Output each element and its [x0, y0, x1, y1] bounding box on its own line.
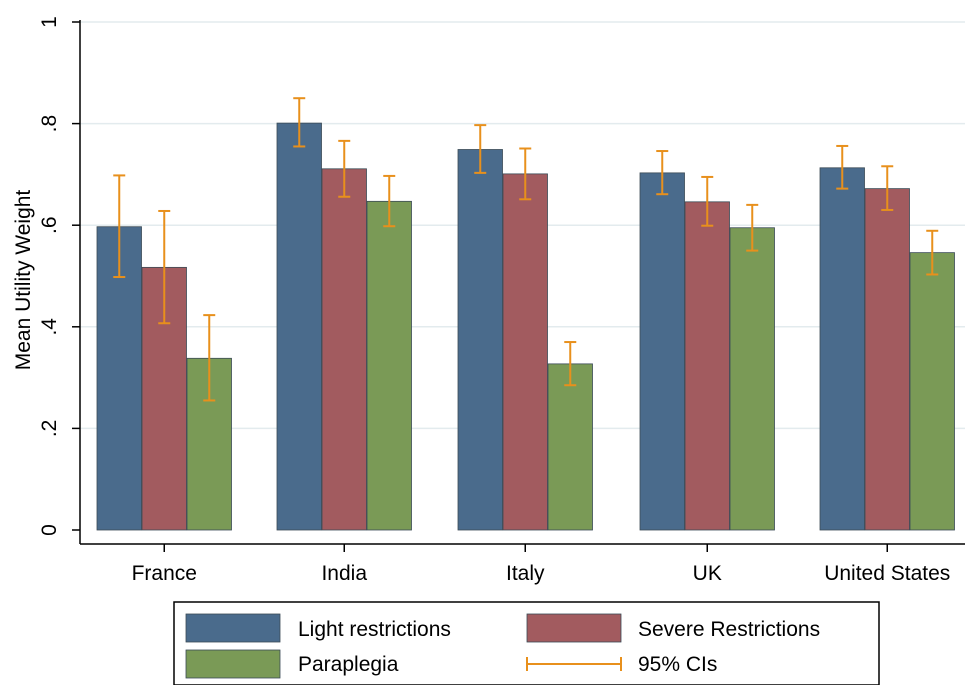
bar: [366, 200, 412, 531]
x-tick-label: UK: [693, 562, 722, 585]
error-bar: [564, 341, 577, 387]
y-tick-label: .4: [38, 318, 61, 336]
legend-swatch-paraplegia: [185, 649, 281, 679]
legend-swatch-light: [185, 613, 281, 643]
bar: [502, 173, 548, 531]
error-bar: [836, 144, 849, 190]
error-bar: [926, 229, 939, 276]
error-bar: [293, 97, 306, 148]
legend-swatch-severe: [526, 613, 622, 643]
legend-label: 95% CIs: [638, 653, 717, 676]
error-bar: [158, 209, 171, 325]
bar: [909, 252, 955, 531]
error-bar: [519, 147, 532, 201]
y-tick-label: 0: [38, 524, 61, 536]
bar: [684, 201, 730, 531]
legend: Light restrictions Severe Restrictions Par…: [173, 601, 880, 685]
error-bar: [656, 150, 669, 196]
bar: [729, 227, 775, 531]
bar: [547, 363, 593, 531]
bar: [819, 167, 865, 531]
bars: [96, 122, 955, 531]
error-bar: [203, 314, 216, 402]
bar: [864, 188, 910, 531]
y-tick-label: .2: [38, 420, 61, 438]
error-bar: [113, 174, 126, 279]
x-tick-label: France: [132, 562, 197, 585]
x-tick-label: India: [321, 562, 367, 585]
error-bar: [338, 139, 351, 198]
legend-label: Paraplegia: [298, 653, 399, 676]
confidence-intervals: [113, 97, 939, 402]
bar: [276, 122, 322, 531]
y-tick-label: .6: [38, 216, 61, 234]
bar: [639, 172, 685, 531]
bar: [457, 149, 503, 531]
error-bar: [383, 174, 396, 228]
bar: [321, 168, 367, 531]
x-tick-label: United States: [824, 562, 950, 585]
error-bar: [746, 203, 759, 252]
legend-swatch-ci: [526, 657, 622, 671]
legend-label: Severe Restrictions: [638, 618, 820, 641]
axes: 0 .2 .4 .6 .8 1 France India Italy UK United State…: [38, 16, 965, 585]
x-tick-label: Italy: [506, 562, 545, 585]
legend-box: [173, 601, 880, 685]
error-bar: [474, 124, 487, 174]
y-axis-title: Mean Utility Weight: [12, 190, 35, 371]
y-tick-label: 1: [38, 16, 61, 28]
legend-label: Light restrictions: [298, 618, 451, 641]
error-bar: [881, 165, 894, 211]
error-bar: [701, 175, 714, 227]
y-tick-label: .8: [38, 115, 61, 133]
